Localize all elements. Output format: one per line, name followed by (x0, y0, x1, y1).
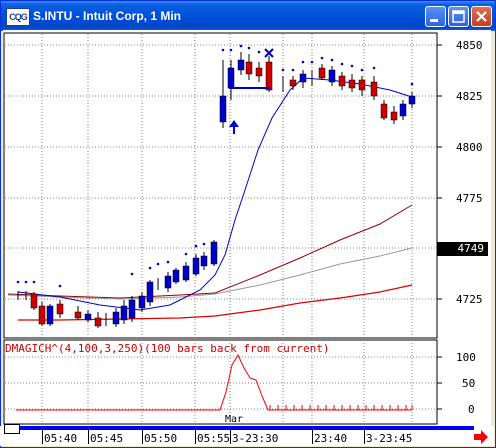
time-label: 05:45 (90, 432, 124, 445)
moving-average-line (17, 77, 413, 311)
time-label: 05:55 (197, 432, 231, 445)
time-label: 05:40 (44, 432, 78, 445)
time-axis-bar (0, 426, 494, 446)
buy-arrow-icon (229, 120, 239, 134)
close-icon (476, 11, 487, 22)
time-separator (364, 430, 365, 444)
indicator-axis-label: 0 (468, 403, 475, 416)
indicator-line (16, 353, 269, 411)
indicator-axis-label: 100 (456, 351, 476, 364)
time-label: 23:40 (314, 432, 348, 445)
exit-x-icon (264, 48, 274, 58)
window-title: S.INTU - Intuit Corp, 1 Min (33, 9, 181, 23)
scroll-thumb[interactable] (4, 424, 20, 434)
price-axis-ticks (437, 44, 442, 410)
cqg-app-icon[interactable]: CQG (6, 8, 30, 26)
time-label: 3-23:30 (232, 432, 279, 445)
time-separator (42, 430, 43, 444)
time-separator (312, 430, 313, 444)
minimize-button[interactable] (425, 6, 446, 27)
indicator-panel-frame (3, 339, 438, 425)
maximize-icon (452, 10, 465, 23)
time-label: 3-23:45 (366, 432, 413, 445)
time-label: 05:50 (144, 432, 178, 445)
price-axis-label: 4725 (456, 293, 483, 306)
month-marker: Mar (225, 414, 244, 425)
red-right-arrow-icon[interactable] (473, 430, 489, 444)
price-panel-frame (3, 32, 438, 339)
time-separator (88, 430, 89, 444)
indicator-ticks (268, 405, 413, 411)
current-price-badge: 4749 (437, 242, 488, 256)
price-axis-label: 4800 (456, 141, 483, 154)
close-button[interactable] (471, 6, 492, 27)
grid-lines (5, 34, 436, 423)
time-separator (230, 430, 231, 444)
signal-dots (16, 44, 414, 288)
mid-band-line (7, 247, 413, 300)
time-scrollbar[interactable] (18, 426, 474, 430)
price-axis-label: 4850 (456, 39, 483, 52)
upper-band-line (7, 204, 413, 299)
time-separator (142, 430, 143, 444)
candlesticks (17, 52, 416, 328)
title-bar[interactable]: CQG S.INTU - Intuit Corp, 1 Min (1, 1, 495, 31)
minimize-icon (430, 19, 438, 22)
indicator-axis-label: 50 (462, 377, 476, 390)
price-axis-label: 4825 (456, 90, 483, 103)
price-axis-label: 4775 (456, 192, 483, 205)
maximize-button[interactable] (448, 6, 469, 27)
time-separator (195, 430, 196, 444)
indicator-title[interactable]: DMAGICH^(4,100,3,250)(100 bars back from… (5, 342, 330, 355)
